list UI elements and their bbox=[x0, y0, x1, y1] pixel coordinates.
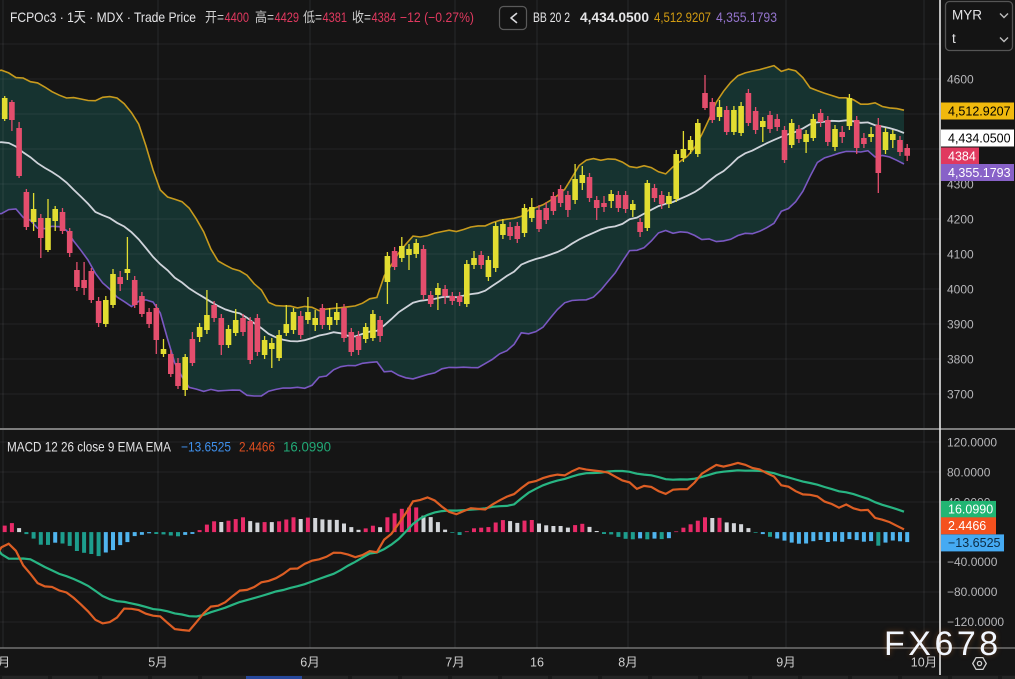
svg-text:4200: 4200 bbox=[947, 212, 974, 226]
svg-text:4429: 4429 bbox=[275, 10, 300, 25]
svg-text:−13.6525: −13.6525 bbox=[948, 536, 1001, 550]
svg-text:3900: 3900 bbox=[947, 317, 974, 331]
svg-text:开=: 开= bbox=[205, 10, 224, 25]
svg-text:4,355.1793: 4,355.1793 bbox=[948, 166, 1011, 180]
svg-text:7月: 7月 bbox=[445, 656, 464, 670]
svg-text:8月: 8月 bbox=[618, 656, 637, 670]
svg-text:4384: 4384 bbox=[948, 149, 976, 163]
svg-text:3700: 3700 bbox=[947, 387, 974, 401]
svg-text:FCPOc3 · 1天 · MDX · Trade Pric: FCPOc3 · 1天 · MDX · Trade Price bbox=[10, 9, 196, 25]
svg-text:4100: 4100 bbox=[947, 247, 974, 261]
svg-text:−13.6525: −13.6525 bbox=[181, 439, 231, 455]
svg-text:4384: 4384 bbox=[372, 10, 397, 25]
svg-text:−12 (−0.27%): −12 (−0.27%) bbox=[400, 10, 474, 25]
svg-text:3800: 3800 bbox=[947, 352, 974, 366]
svg-text:4000: 4000 bbox=[947, 282, 974, 296]
svg-text:−40.0000: −40.0000 bbox=[947, 555, 998, 569]
svg-text:120.0000: 120.0000 bbox=[947, 436, 997, 450]
svg-text:−80.0000: −80.0000 bbox=[947, 585, 998, 599]
svg-text:FX678: FX678 bbox=[884, 625, 1002, 663]
svg-text:16: 16 bbox=[530, 656, 544, 670]
svg-text:16.0990: 16.0990 bbox=[948, 503, 993, 517]
svg-text:月: 月 bbox=[0, 656, 10, 670]
svg-text:4,355.1793: 4,355.1793 bbox=[716, 9, 777, 25]
svg-text:4,512.9207: 4,512.9207 bbox=[948, 104, 1011, 118]
svg-text:4,434.0500: 4,434.0500 bbox=[948, 131, 1011, 145]
svg-text:2.4466: 2.4466 bbox=[948, 519, 986, 533]
svg-text:低=: 低= bbox=[303, 10, 322, 25]
svg-text:t: t bbox=[952, 31, 956, 46]
svg-text:4,512.9207: 4,512.9207 bbox=[654, 9, 711, 25]
svg-text:80.0000: 80.0000 bbox=[947, 466, 991, 480]
svg-text:5月: 5月 bbox=[148, 656, 167, 670]
svg-text:16.0990: 16.0990 bbox=[283, 439, 331, 455]
svg-text:4600: 4600 bbox=[947, 72, 974, 86]
svg-text:MACD 12 26 close 9 EMA EMA: MACD 12 26 close 9 EMA EMA bbox=[7, 439, 172, 455]
svg-text:4381: 4381 bbox=[323, 10, 348, 25]
svg-text:收=: 收= bbox=[352, 10, 371, 25]
svg-text:6月: 6月 bbox=[300, 656, 319, 670]
svg-text:−120.0000: −120.0000 bbox=[947, 615, 1004, 629]
svg-text:2.4466: 2.4466 bbox=[239, 439, 275, 455]
svg-text:MYR: MYR bbox=[952, 8, 982, 23]
svg-text:高=: 高= bbox=[255, 9, 274, 25]
svg-text:BB 20 2: BB 20 2 bbox=[533, 9, 570, 25]
svg-text:10月: 10月 bbox=[911, 656, 937, 670]
svg-text:9月: 9月 bbox=[776, 656, 795, 670]
svg-text:4400: 4400 bbox=[225, 10, 250, 25]
svg-text:4,434.0500: 4,434.0500 bbox=[580, 9, 649, 25]
